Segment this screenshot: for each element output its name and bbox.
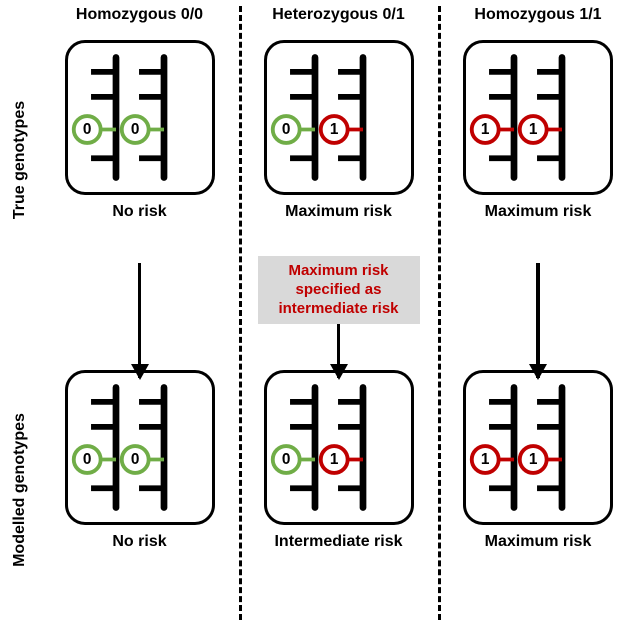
svg-text:0: 0 xyxy=(130,121,139,138)
cell-true-01: 0 1 Maximum risk xyxy=(239,30,438,290)
risk-label: No risk xyxy=(112,203,166,221)
spacer xyxy=(0,0,40,30)
chrom-box: 0 0 xyxy=(65,370,215,525)
svg-text:1: 1 xyxy=(329,451,338,468)
svg-text:1: 1 xyxy=(481,121,490,138)
callout-box: Maximum risk specified as intermediate r… xyxy=(258,256,420,324)
col-header-0: Homozygous 0/0 xyxy=(40,0,239,30)
svg-text:0: 0 xyxy=(82,451,91,468)
svg-text:1: 1 xyxy=(529,451,538,468)
svg-text:0: 0 xyxy=(82,121,91,138)
svg-text:0: 0 xyxy=(281,451,290,468)
risk-label: Maximum risk xyxy=(285,203,392,221)
chrom-box: 1 1 xyxy=(463,40,613,195)
svg-text:1: 1 xyxy=(329,121,338,138)
cell-mod-00: 0 0 No risk xyxy=(40,360,239,620)
risk-label: Intermediate risk xyxy=(274,533,402,551)
chrom-box: 0 0 xyxy=(65,40,215,195)
chrom-box: 0 1 xyxy=(264,370,414,525)
arrow-cell-1: Maximum risk specified as intermediate r… xyxy=(239,290,438,360)
risk-label: Maximum risk xyxy=(485,203,592,221)
arrow-cell-2 xyxy=(438,290,638,360)
row-header-true: True genotypes xyxy=(0,30,40,290)
chrom-box: 1 1 xyxy=(463,370,613,525)
callout-line3: intermediate risk xyxy=(268,300,410,319)
column-divider xyxy=(438,6,441,620)
svg-text:1: 1 xyxy=(529,121,538,138)
svg-text:1: 1 xyxy=(481,451,490,468)
diagram-grid: Homozygous 0/0 Heterozygous 0/1 Homozygo… xyxy=(0,0,638,624)
svg-text:0: 0 xyxy=(130,451,139,468)
cell-mod-01: 0 1 Intermediate risk xyxy=(239,360,438,620)
col-header-1: Heterozygous 0/1 xyxy=(239,0,438,30)
risk-label: Maximum risk xyxy=(485,533,592,551)
risk-label: No risk xyxy=(112,533,166,551)
svg-text:0: 0 xyxy=(281,121,290,138)
callout-line1: Maximum risk xyxy=(268,262,410,281)
cell-true-11: 1 1 Maximum risk xyxy=(438,30,638,290)
arrow-cell-0 xyxy=(40,290,239,360)
chrom-box: 0 1 xyxy=(264,40,414,195)
spacer xyxy=(0,290,40,360)
column-divider xyxy=(239,6,242,620)
cell-true-00: 0 0 No risk xyxy=(40,30,239,290)
cell-mod-11: 1 1 Maximum risk xyxy=(438,360,638,620)
row-header-modelled: Modelled genotypes xyxy=(0,360,40,620)
callout-line2: specified as xyxy=(268,281,410,300)
col-header-2: Homozygous 1/1 xyxy=(438,0,638,30)
